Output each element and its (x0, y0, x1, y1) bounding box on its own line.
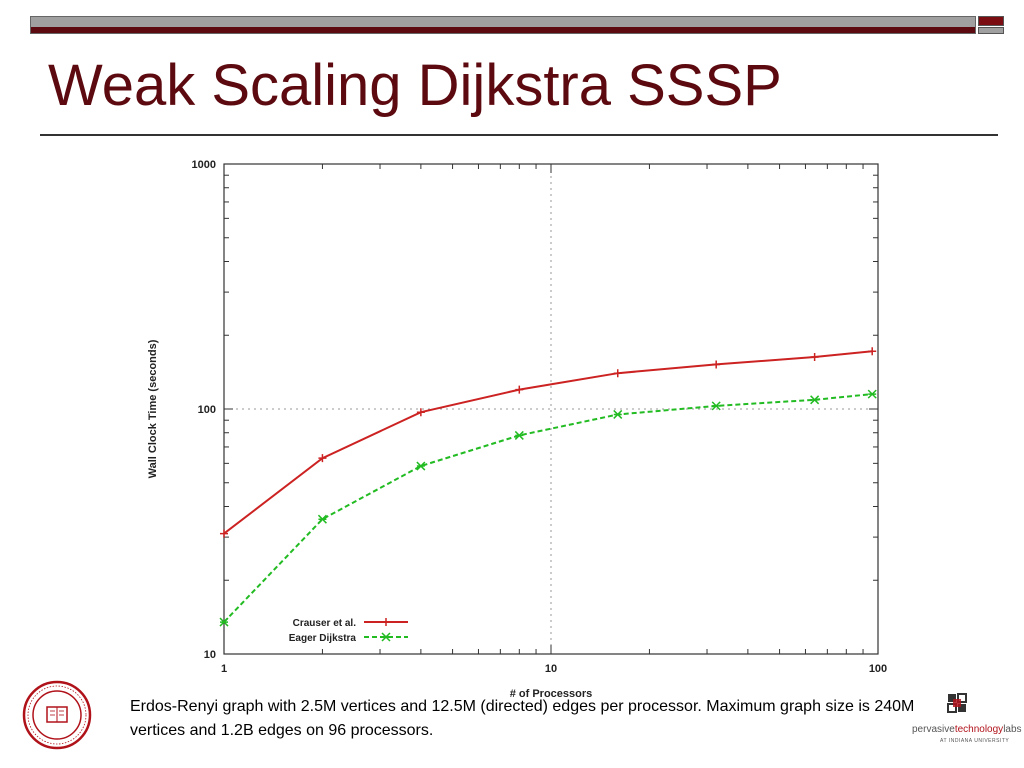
university-seal-icon (22, 680, 92, 750)
y-axis-label: Wall Clock Time (seconds) (147, 339, 159, 478)
header-corner-gray (978, 27, 1004, 34)
legend-label: Eager Dijkstra (289, 633, 357, 644)
series-line-1 (223, 350, 873, 535)
data-point-1 (868, 347, 877, 356)
data-point-2 (613, 409, 623, 419)
data-point-1 (416, 408, 425, 417)
data-point-2 (514, 430, 524, 440)
data-point-2 (867, 389, 877, 399)
x-tick-label: 1 (221, 663, 227, 675)
x-tick-label: 100 (869, 663, 887, 675)
x-axis-label: # of Processors (510, 688, 593, 700)
ptl-logo-text: pervasivetechnologylabs (912, 724, 1022, 735)
data-point-1 (613, 369, 622, 378)
data-point-1 (318, 454, 327, 463)
y-tick-label: 1000 (192, 159, 216, 171)
data-point-1 (810, 353, 819, 362)
ptl-logo-icon (947, 693, 967, 713)
x-tick-label: 10 (545, 663, 557, 675)
legend-marker (382, 618, 390, 626)
data-point-2 (810, 395, 820, 405)
legend-marker (381, 632, 391, 642)
title-divider (40, 134, 998, 136)
data-point-2 (711, 401, 721, 411)
weak-scaling-chart: 1 10 100 10 100 1000 # of Processors Wall Clock… (147, 159, 887, 700)
ptl-logo-subtitle: AT INDIANA UNIVERSITY (940, 738, 1010, 744)
data-point-2 (317, 514, 327, 524)
data-point-1 (515, 385, 524, 394)
y-tick-label: 10 (204, 649, 216, 661)
y-tick-label: 100 (198, 404, 216, 416)
data-point-2 (219, 617, 229, 627)
data-point-2 (416, 461, 426, 471)
slide-title: Weak Scaling Dijkstra SSSP (48, 53, 782, 118)
data-point-1 (220, 529, 228, 538)
series-line-2 (223, 393, 873, 623)
header-bar-accent (31, 27, 975, 33)
legend-label: Crauser et al. (293, 618, 357, 629)
header-bar (30, 16, 976, 34)
slide-caption: Erdos-Renyi graph with 2.5M vertices and… (130, 698, 915, 739)
header-corner-red (978, 16, 1004, 26)
data-point-1 (712, 360, 721, 369)
